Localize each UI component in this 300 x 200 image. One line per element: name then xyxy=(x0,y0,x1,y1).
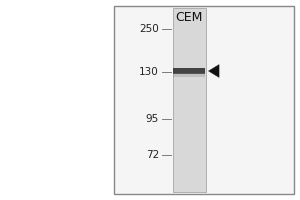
Polygon shape xyxy=(208,65,219,77)
Text: 130: 130 xyxy=(139,67,159,77)
Bar xyxy=(114,6,294,194)
Text: 250: 250 xyxy=(139,24,159,34)
Text: 72: 72 xyxy=(146,150,159,160)
Bar xyxy=(172,8,206,192)
Text: CEM: CEM xyxy=(175,11,203,24)
Bar xyxy=(173,73,205,77)
Text: 95: 95 xyxy=(146,114,159,124)
Bar xyxy=(173,68,205,74)
